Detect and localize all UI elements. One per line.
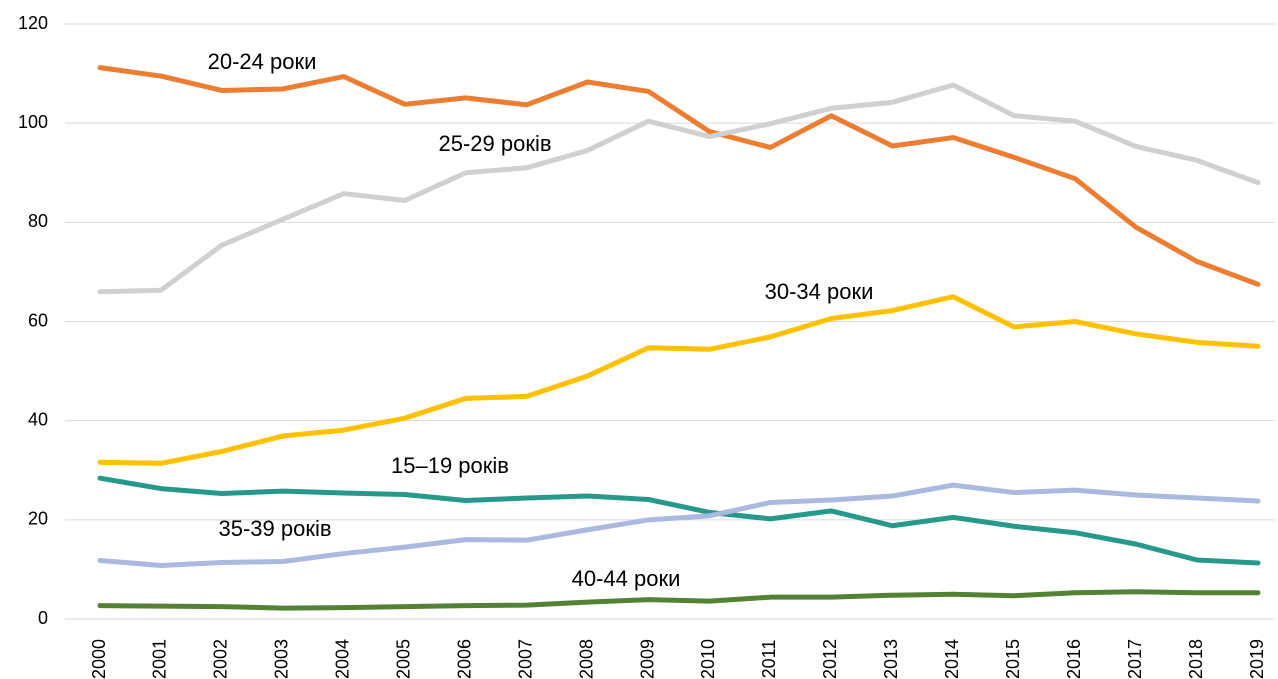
x-tick-label: 2006 <box>454 639 474 679</box>
x-tick-label: 2019 <box>1247 639 1267 679</box>
series-label: 25-29 років <box>438 131 551 156</box>
x-tick-label: 2005 <box>393 639 413 679</box>
y-tick-label: 100 <box>18 112 48 132</box>
y-tick-label: 40 <box>28 409 48 429</box>
series-label: 20-24 роки <box>208 49 317 74</box>
x-tick-label: 2003 <box>272 639 292 679</box>
x-tick-label: 2017 <box>1125 639 1145 679</box>
x-tick-label: 2008 <box>576 639 596 679</box>
x-tick-label: 2010 <box>698 639 718 679</box>
x-tick-label: 2007 <box>515 639 535 679</box>
y-tick-label: 60 <box>28 310 48 330</box>
series-label: 15–19 років <box>391 453 509 478</box>
y-tick-label: 20 <box>28 509 48 529</box>
x-tick-label: 2012 <box>820 639 840 679</box>
x-tick-label: 2001 <box>150 639 170 679</box>
series-line <box>97 65 1261 287</box>
x-tick-label: 2004 <box>333 639 353 679</box>
x-tick-label: 2013 <box>881 639 901 679</box>
x-tick-label: 2000 <box>89 639 109 679</box>
y-tick-label: 120 <box>18 13 48 33</box>
series-line <box>97 294 1261 466</box>
series-line <box>97 82 1261 295</box>
x-tick-label: 2009 <box>637 639 657 679</box>
x-tick-label: 2002 <box>211 639 231 679</box>
series-label: 35-39 років <box>218 516 331 541</box>
x-tick-label: 2015 <box>1003 639 1023 679</box>
series-line <box>97 589 1261 611</box>
series-line <box>97 482 1261 568</box>
x-tick-label: 2014 <box>942 639 962 679</box>
y-tick-label: 80 <box>28 211 48 231</box>
x-tick-label: 2018 <box>1186 639 1206 679</box>
series-line <box>97 475 1261 566</box>
series-label: 40-44 роки <box>572 566 681 591</box>
x-tick-label: 2016 <box>1064 639 1084 679</box>
x-tick-label: 2011 <box>759 640 779 679</box>
y-tick-label: 0 <box>38 608 48 628</box>
series-label: 30-34 роки <box>765 279 874 304</box>
